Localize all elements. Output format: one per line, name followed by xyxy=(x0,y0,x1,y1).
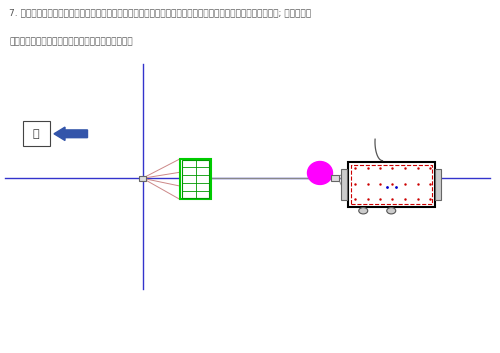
Bar xyxy=(139,176,145,181)
Bar xyxy=(180,159,211,199)
Text: 西，直到锚链拖直，见下图。要求：确保锚爪向下。: 西，直到锚链拖直，见下图。要求：确保锚爪向下。 xyxy=(9,37,132,46)
Bar xyxy=(435,169,441,200)
Text: 7. 一条拖船开到平潮驳处，用钢丝绳绑住后西锚，然后将绑住该锚的绳索割断，拖船向南开，直到该锚落入水中; 拖船再转向: 7. 一条拖船开到平潮驳处，用钢丝绳绑住后西锚，然后将绑住该锚的绳索割断，拖船向… xyxy=(9,9,311,18)
Text: 南: 南 xyxy=(33,129,40,139)
Bar xyxy=(331,175,339,181)
Bar xyxy=(348,162,435,207)
Circle shape xyxy=(358,208,368,214)
Bar xyxy=(351,165,432,204)
Bar xyxy=(182,160,209,198)
Circle shape xyxy=(387,208,396,214)
Ellipse shape xyxy=(308,162,332,184)
Bar xyxy=(22,121,50,146)
FancyArrow shape xyxy=(54,127,88,140)
Bar xyxy=(342,169,347,200)
